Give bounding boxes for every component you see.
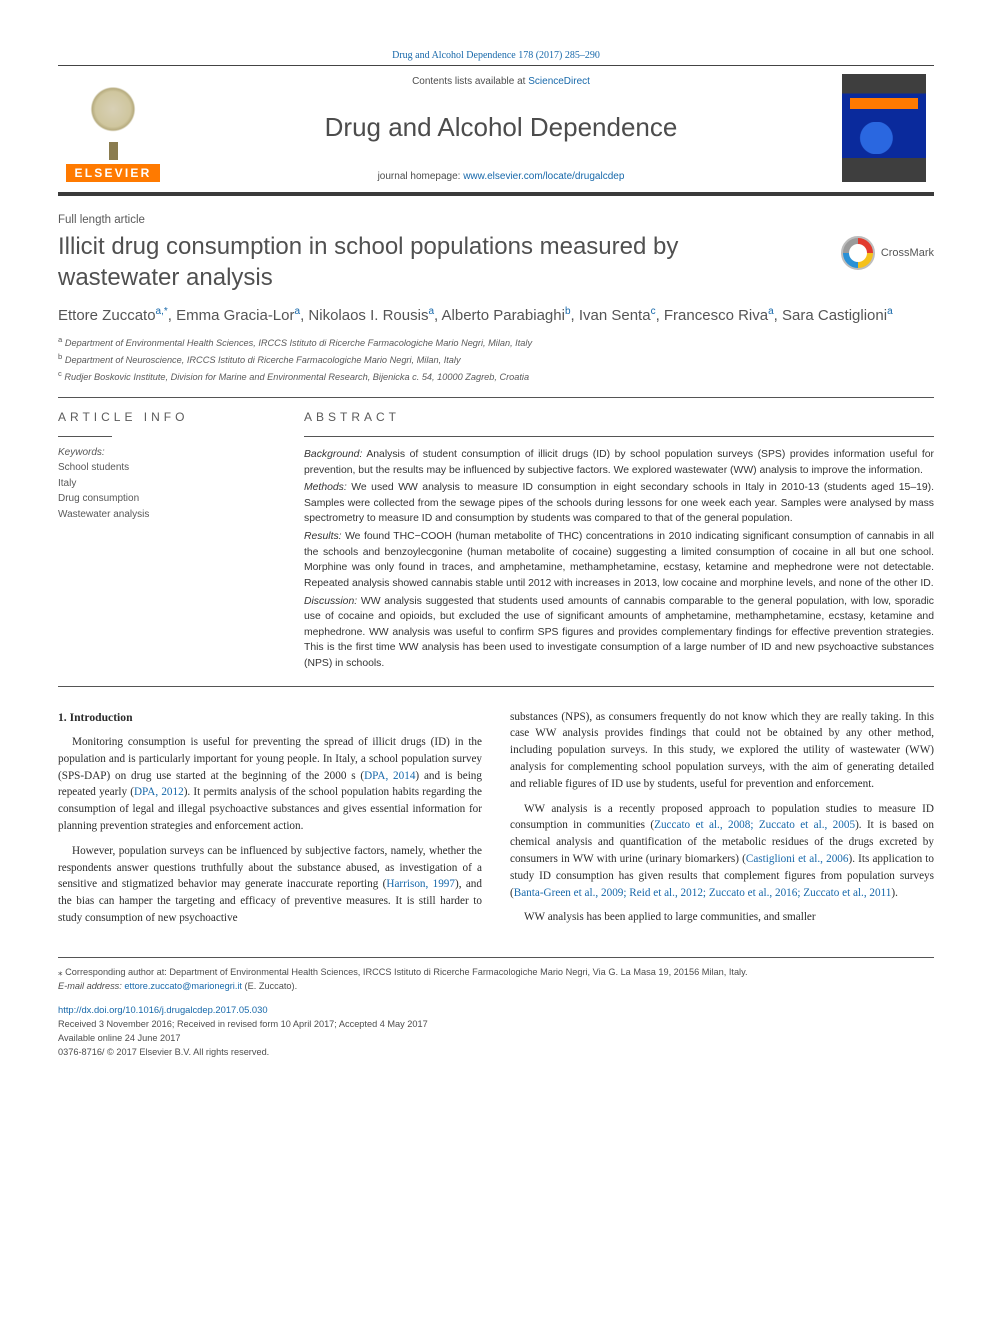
journal-title: Drug and Alcohol Dependence: [180, 112, 822, 143]
copyright-line: 0376-8716/ © 2017 Elsevier B.V. All righ…: [58, 1046, 934, 1060]
short-rule: [58, 436, 112, 437]
masthead: ELSEVIER Contents lists available at Sci…: [58, 74, 934, 196]
footer-block: ⁎ Corresponding author at: Department of…: [58, 957, 934, 1060]
elsevier-wordmark: ELSEVIER: [66, 164, 160, 182]
body-column-right: substances (NPS), as consumers frequentl…: [510, 709, 934, 935]
elsevier-tree-icon: [78, 84, 148, 160]
sciencedirect-link[interactable]: ScienceDirect: [528, 76, 590, 87]
citation-link[interactable]: DPA, 2014: [364, 770, 415, 782]
abstract-background-text: Analysis of student consumption of illic…: [304, 449, 934, 476]
top-rule: [58, 65, 934, 66]
article-title: Illicit drug consumption in school popul…: [58, 232, 768, 293]
abstract-column: ABSTRACT Background: Analysis of student…: [304, 410, 934, 674]
body-column-left: 1. Introduction Monitoring consumption i…: [58, 709, 482, 935]
keyword-item: Wastewater analysis: [58, 507, 278, 523]
citation-link[interactable]: Zuccato et al., 2008; Zuccato et al., 20…: [654, 819, 855, 831]
keyword-item: Italy: [58, 476, 278, 492]
citation-link[interactable]: Banta-Green et al., 2009; Reid et al., 2…: [514, 887, 892, 899]
abstract-background-label: Background:: [304, 449, 362, 460]
body-paragraph: Monitoring consumption is useful for pre…: [58, 734, 482, 835]
body-paragraph: WW analysis is a recently proposed appro…: [510, 801, 934, 902]
citation-link[interactable]: DPA, 2012: [134, 786, 184, 798]
email-line: E-mail address: ettore.zuccato@marionegr…: [58, 980, 934, 994]
journal-homepage-link[interactable]: www.elsevier.com/locate/drugalcdep: [463, 171, 624, 182]
author-list: Ettore Zuccatoa,*, Emma Gracia-Lora, Nik…: [58, 305, 934, 326]
affiliation-item: c Rudjer Boskovic Institute, Division fo…: [58, 368, 934, 385]
email-label: E-mail address:: [58, 981, 122, 991]
keywords-label: Keywords:: [58, 447, 278, 458]
corr-email-link[interactable]: ettore.zuccato@marionegri.it: [124, 981, 242, 991]
abstract-results-label: Results:: [304, 531, 342, 542]
contents-prefix: Contents lists available at: [412, 76, 528, 87]
email-person: (E. Zuccato).: [245, 981, 298, 991]
abstract-methods-text: We used WW analysis to measure ID consum…: [304, 482, 934, 524]
abstract-methods-label: Methods:: [304, 482, 347, 493]
crossmark-label: CrossMark: [881, 247, 934, 259]
corr-text: Corresponding author at: Department of E…: [65, 967, 747, 977]
publisher-block: ELSEVIER: [58, 74, 168, 182]
citation-link[interactable]: Harrison, 1997: [386, 878, 455, 890]
article-info-column: ARTICLE INFO Keywords: School studentsIt…: [58, 410, 278, 674]
abstract-heading: ABSTRACT: [304, 410, 934, 424]
crossmark-icon: [841, 236, 875, 270]
body-paragraph: However, population surveys can be influ…: [58, 843, 482, 927]
abstract-discussion-label: Discussion:: [304, 596, 357, 607]
cover-thumb-wrap: [834, 74, 934, 182]
masthead-center: Contents lists available at ScienceDirec…: [180, 74, 822, 182]
abstract-discussion-text: WW analysis suggested that students used…: [304, 596, 934, 669]
abstract-rule: [304, 436, 934, 437]
corresponding-author-note: ⁎ Corresponding author at: Department of…: [58, 966, 934, 980]
journal-cover-thumb-icon: [842, 74, 926, 182]
body-paragraph: substances (NPS), as consumers frequentl…: [510, 709, 934, 793]
article-history: Received 3 November 2016; Received in re…: [58, 1018, 934, 1032]
article-type-label: Full length article: [58, 214, 934, 226]
keywords-list: School studentsItalyDrug consumptionWast…: [58, 460, 278, 522]
abstract-results-text: We found THC−COOH (human metabolite of T…: [304, 531, 934, 589]
crossmark-badge-block[interactable]: CrossMark: [784, 236, 934, 270]
body-two-columns: 1. Introduction Monitoring consumption i…: [58, 709, 934, 935]
contents-available-line: Contents lists available at ScienceDirec…: [180, 76, 822, 87]
journal-homepage-line: journal homepage: www.elsevier.com/locat…: [180, 171, 822, 182]
body-text: ).: [891, 887, 898, 899]
corr-marker: ⁎: [58, 967, 63, 977]
article-info-heading: ARTICLE INFO: [58, 410, 278, 424]
keyword-item: School students: [58, 460, 278, 476]
affiliation-item: a Department of Environmental Health Sci…: [58, 334, 934, 351]
homepage-prefix: journal homepage:: [378, 171, 464, 182]
citation-link[interactable]: Castiglioni et al., 2006: [746, 853, 849, 865]
section-heading-introduction: 1. Introduction: [58, 709, 482, 726]
body-paragraph: WW analysis has been applied to large co…: [510, 909, 934, 926]
doi-link[interactable]: http://dx.doi.org/10.1016/j.drugalcdep.2…: [58, 1004, 268, 1015]
section-rule: [58, 397, 934, 398]
affiliation-item: b Department of Neuroscience, IRCCS Isti…: [58, 351, 934, 368]
available-online: Available online 24 June 2017: [58, 1032, 934, 1046]
affiliation-list: a Department of Environmental Health Sci…: [58, 334, 934, 385]
keyword-item: Drug consumption: [58, 491, 278, 507]
abstract-body: Background: Analysis of student consumpt…: [304, 447, 934, 672]
section-rule: [58, 686, 934, 687]
running-citation: Drug and Alcohol Dependence 178 (2017) 2…: [58, 50, 934, 61]
